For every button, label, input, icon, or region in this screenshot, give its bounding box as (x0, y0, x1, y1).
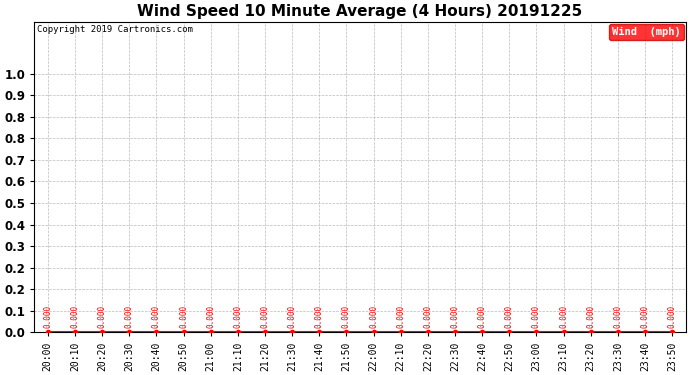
Text: 0.000: 0.000 (613, 305, 622, 328)
Text: 0.000: 0.000 (424, 305, 433, 328)
Text: 0.000: 0.000 (668, 305, 677, 328)
Text: 0.000: 0.000 (369, 305, 378, 328)
Text: 0.000: 0.000 (477, 305, 486, 328)
Text: 0.000: 0.000 (152, 305, 161, 328)
Text: 0.000: 0.000 (288, 305, 297, 328)
Text: 0.000: 0.000 (532, 305, 541, 328)
Text: 0.000: 0.000 (396, 305, 405, 328)
Text: 0.000: 0.000 (559, 305, 568, 328)
Text: 0.000: 0.000 (315, 305, 324, 328)
Text: 0.000: 0.000 (70, 305, 79, 328)
Text: 0.000: 0.000 (97, 305, 106, 328)
Text: 0.000: 0.000 (261, 305, 270, 328)
Text: 0.000: 0.000 (179, 305, 188, 328)
Text: Copyright 2019 Cartronics.com: Copyright 2019 Cartronics.com (37, 25, 193, 34)
Text: 0.000: 0.000 (451, 305, 460, 328)
Text: 0.000: 0.000 (640, 305, 649, 328)
Text: 0.000: 0.000 (342, 305, 351, 328)
Text: 0.000: 0.000 (125, 305, 134, 328)
Text: 0.000: 0.000 (505, 305, 514, 328)
Text: 0.000: 0.000 (233, 305, 242, 328)
Title: Wind Speed 10 Minute Average (4 Hours) 20191225: Wind Speed 10 Minute Average (4 Hours) 2… (137, 4, 582, 19)
Legend: Wind  (mph): Wind (mph) (609, 24, 684, 40)
Text: 0.000: 0.000 (206, 305, 215, 328)
Text: 0.000: 0.000 (43, 305, 52, 328)
Text: 0.000: 0.000 (586, 305, 595, 328)
